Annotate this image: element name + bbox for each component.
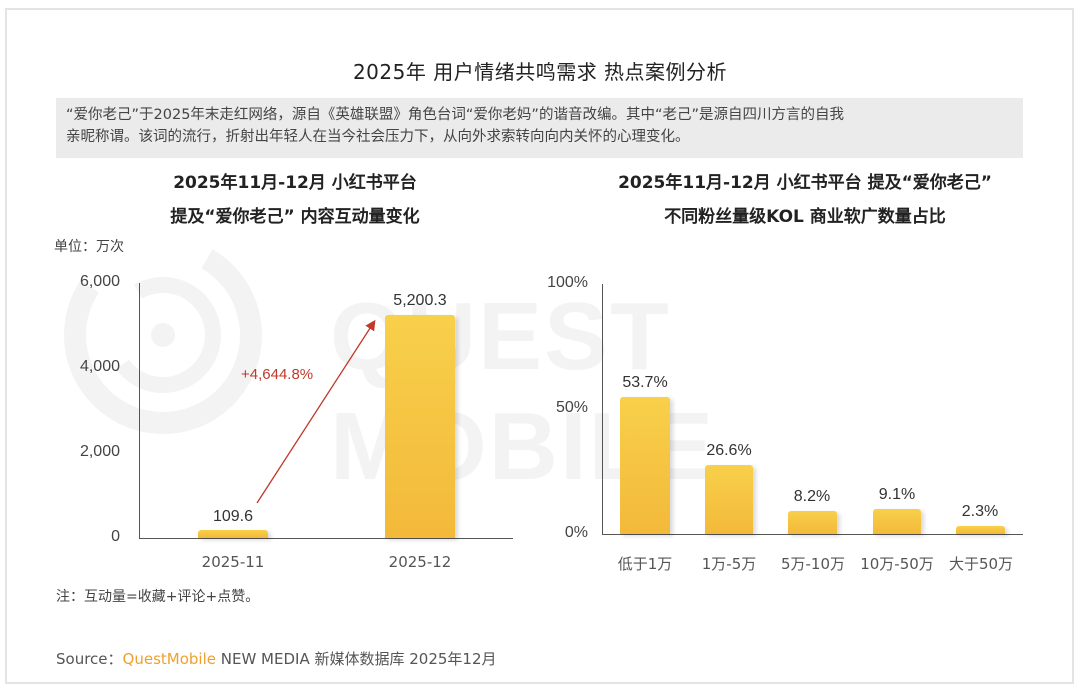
source-brand: QuestMobile bbox=[122, 650, 216, 668]
right-chart-title-line-1: 2025年11月-12月 小红书平台 提及“爱你老己” bbox=[618, 173, 992, 193]
right-category-label: 10万-50万 bbox=[860, 555, 934, 573]
right-ytick: 50% bbox=[555, 399, 588, 416]
left-ytick: 6,000 bbox=[79, 273, 120, 290]
left-chart-unit-label: 单位：万次 bbox=[54, 239, 124, 255]
right-bar-50k-100k bbox=[788, 511, 837, 534]
right-chart-title-line-2: 不同粉丝量级KOL 商业软广数量占比 bbox=[664, 207, 946, 227]
right-category-label: 低于1万 bbox=[617, 555, 673, 573]
left-x-axis bbox=[139, 538, 513, 539]
right-category-label: 5万-10万 bbox=[780, 555, 846, 573]
right-y-axis bbox=[602, 284, 603, 535]
left-chart-title-line-1: 2025年11月-12月 小红书平台 bbox=[173, 173, 417, 193]
right-category-label: 大于50万 bbox=[948, 555, 1014, 573]
left-category-label: 2025-11 bbox=[201, 553, 265, 571]
left-chart-title-line-2: 提及“爱你老己” 内容互动量变化 bbox=[170, 207, 420, 227]
left-chart-title: 2025年11月-12月 小红书平台 提及“爱你老己” 内容互动量变化 bbox=[60, 166, 530, 234]
description-box: “爱你老己”于2025年末走红网络，源自《英雄联盟》角色台词“爱你老妈”的谐音改… bbox=[56, 98, 1023, 158]
right-bar-below-10k bbox=[620, 397, 670, 534]
right-value-label: 26.6% bbox=[706, 442, 752, 459]
right-category-label: 1万-5万 bbox=[701, 555, 757, 573]
right-bar-10k-50k bbox=[705, 465, 753, 534]
source-prefix: Source： bbox=[56, 650, 123, 668]
left-bar-2025-12 bbox=[385, 315, 455, 538]
description-line-2: 亲昵称谓。该词的流行，折射出年轻人在当今社会压力下，从向外求索转向向内关怀的心理… bbox=[66, 129, 690, 145]
left-ytick: 2,000 bbox=[79, 443, 120, 460]
right-chart-title: 2025年11月-12月 小红书平台 提及“爱你老己” 不同粉丝量级KOL 商业… bbox=[555, 166, 1055, 234]
description-line-1: “爱你老己”于2025年末走红网络，源自《英雄联盟》角色台词“爱你老妈”的谐音改… bbox=[66, 107, 844, 123]
left-ytick: 4,000 bbox=[79, 358, 120, 375]
right-value-label: 8.2% bbox=[793, 488, 831, 505]
right-bar-100k-500k bbox=[873, 509, 921, 534]
source-line: Source：QuestMobile NEW MEDIA 新媒体数据库 2025… bbox=[56, 648, 497, 669]
right-value-label: 9.1% bbox=[878, 486, 916, 503]
left-value-label: 109.6 bbox=[212, 508, 254, 525]
footnote: 注：互动量=收藏+评论+点赞。 bbox=[56, 589, 260, 605]
left-category-label: 2025-12 bbox=[388, 553, 452, 571]
right-ytick: 100% bbox=[547, 274, 588, 291]
left-ytick: 0 bbox=[111, 528, 120, 545]
right-value-label: 53.7% bbox=[622, 374, 668, 391]
right-bar-above-500k bbox=[956, 526, 1005, 534]
left-y-axis bbox=[139, 283, 140, 539]
growth-rate-label: +4,644.8% bbox=[241, 366, 314, 383]
left-value-label: 5,200.3 bbox=[393, 292, 447, 309]
page-title: 2025年 用户情绪共鸣需求 热点案例分析 bbox=[352, 60, 728, 84]
source-rest: NEW MEDIA 新媒体数据库 2025年12月 bbox=[215, 650, 497, 668]
right-value-label: 2.3% bbox=[961, 503, 999, 520]
right-ytick: 0% bbox=[564, 524, 588, 541]
watermark-logo-icon bbox=[58, 230, 268, 440]
left-bar-2025-11 bbox=[198, 530, 268, 538]
right-x-axis bbox=[602, 534, 1023, 535]
